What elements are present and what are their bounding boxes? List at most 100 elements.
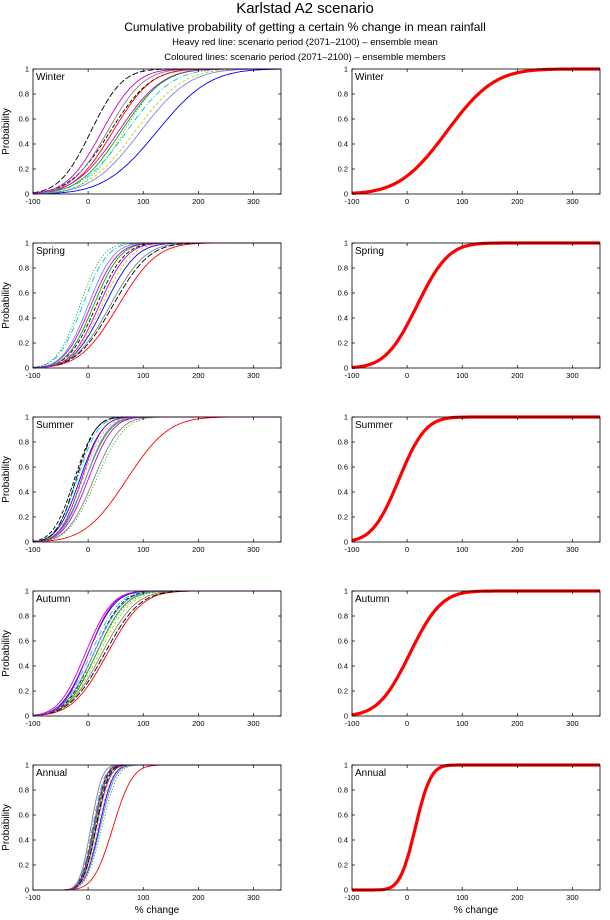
summer-members-series-line-11 — [33, 416, 281, 543]
annual-members-x-tick-label: 200 — [192, 893, 205, 902]
winter-mean-x-tick-label: -100 — [344, 197, 359, 206]
annual-members-y-tick-label: 1 — [25, 761, 29, 770]
winter-mean-x-tick-label: 100 — [456, 197, 469, 206]
annual-mean-y-tick-label: 0.2 — [338, 861, 348, 870]
autumn-members-plot-frame — [32, 590, 282, 717]
spring-members-series-line-8 — [32, 242, 281, 369]
summer-members-y-tick-label: 0.6 — [19, 463, 29, 472]
figure-subtitle: Cumulative probability of getting a cert… — [124, 20, 486, 34]
annual-mean-panel-label: Annual — [355, 768, 386, 779]
annual-members-series-line-6 — [33, 764, 281, 891]
winter-members-y-tick-label: 0 — [25, 190, 29, 199]
summer-members-series-line-6 — [33, 416, 281, 543]
autumn-members-y-tick-label: 0.4 — [19, 662, 29, 671]
summer-mean-y-tick-label: 1 — [344, 413, 348, 422]
autumn-mean-y-tick-label: 0.8 — [338, 612, 348, 621]
spring-mean-ensemble-mean-line — [351, 241, 600, 370]
autumn-mean-panel-label: Autumn — [355, 594, 389, 605]
annual-members-y-tick-label: 0.2 — [19, 861, 29, 870]
autumn-mean-x-tick-label: 300 — [566, 719, 579, 728]
summer-members-y-tick-label: 0.2 — [19, 513, 29, 522]
autumn-members-y-tick-label: 0.6 — [19, 637, 29, 646]
spring-members-x-tick-label: 300 — [247, 371, 260, 380]
spring-members-y-tick-label: 0.6 — [19, 289, 29, 298]
autumn-mean-x-tick-label: -100 — [344, 719, 359, 728]
winter-members-x-tick-label: -100 — [25, 197, 40, 206]
autumn-members-y-tick-label: 0.8 — [19, 612, 29, 621]
autumn-members-y-axis-label: Probability — [1, 630, 12, 677]
spring-mean-y-tick-label: 0 — [344, 364, 348, 373]
winter-mean-x-tick-label: 0 — [405, 197, 409, 206]
spring-members-series-line-10 — [32, 242, 281, 369]
summer-mean-y-tick-label: 0.8 — [338, 438, 348, 447]
spring-members-series-line-5 — [32, 242, 281, 368]
spring-members-series-line-7 — [33, 242, 281, 369]
summer-members-y-tick-label: 0 — [25, 538, 29, 547]
autumn-members-series-line-9 — [32, 590, 281, 716]
winter-members-y-tick-label: 0.8 — [19, 90, 29, 99]
annual-mean-y-tick-label: 0 — [344, 886, 348, 895]
annual-members-x-tick-label: 0 — [86, 893, 90, 902]
summer-mean-x-tick-label: 200 — [511, 545, 524, 554]
annual-mean-y-tick-label: 0.8 — [338, 786, 348, 795]
winter-members-x-tick-label: 300 — [247, 197, 260, 206]
annual-members-series-line-3 — [33, 764, 281, 891]
annual-members-y-tick-label: 0 — [25, 886, 29, 895]
summer-members-x-tick-label: 200 — [192, 545, 205, 554]
spring-members-series-line-2 — [32, 242, 281, 369]
spring-mean-y-tick-label: 0.6 — [338, 289, 348, 298]
summer-members-panel-label: Summer — [36, 420, 74, 431]
spring-mean-y-tick-label: 0.4 — [338, 314, 348, 323]
winter-members-y-axis-label: Probability — [1, 108, 12, 155]
spring-members-series-line-9 — [32, 242, 281, 369]
legend-note-ensemble-members: Coloured lines: scenario period (2071–21… — [164, 52, 446, 63]
winter-members-x-tick-label: 200 — [192, 197, 205, 206]
autumn-mean-y-tick-label: 0 — [344, 712, 348, 721]
spring-mean-panel-label: Spring — [355, 246, 384, 257]
spring-members-y-axis-label: Probability — [1, 282, 12, 329]
spring-mean-plot-frame — [351, 242, 601, 369]
winter-members-panel-label: Winter — [36, 72, 66, 83]
annual-members-x-tick-label: 100 — [137, 893, 150, 902]
winter-mean-panel-label: Winter — [355, 72, 385, 83]
summer-members-series-line-12 — [32, 416, 281, 543]
summer-members-x-tick-label: 0 — [86, 545, 90, 554]
winter-members-y-tick-label: 0.6 — [19, 115, 29, 124]
autumn-members-y-tick-label: 1 — [25, 587, 29, 596]
winter-mean-plot-frame — [351, 68, 601, 195]
spring-mean-y-tick-label: 1 — [344, 239, 348, 248]
summer-mean-x-tick-label: 100 — [456, 545, 469, 554]
winter-members-plot-frame — [32, 68, 282, 195]
spring-members-x-tick-label: 0 — [86, 371, 90, 380]
summer-members-series-line-1 — [32, 416, 281, 542]
summer-mean-x-tick-label: -100 — [344, 545, 359, 554]
summer-members-series-line-4 — [33, 416, 281, 543]
annual-mean-x-tick-label: 0 — [405, 893, 409, 902]
summer-members-x-tick-label: -100 — [25, 545, 40, 554]
spring-members-series-line-3 — [32, 242, 281, 369]
annual-members-y-tick-label: 0.4 — [19, 836, 29, 845]
summer-mean-y-tick-label: 0 — [344, 538, 348, 547]
spring-members-x-tick-label: 200 — [192, 371, 205, 380]
annual-members-series-line-8 — [33, 764, 281, 891]
winter-mean-y-tick-label: 0.2 — [338, 165, 348, 174]
annual-members-x-tick-label: -100 — [25, 893, 40, 902]
summer-members-series-line-7 — [32, 416, 281, 543]
summer-members-y-tick-label: 1 — [25, 413, 29, 422]
spring-members-x-tick-label: -100 — [25, 371, 40, 380]
spring-members-x-tick-label: 100 — [137, 371, 150, 380]
summer-members-series-line-8 — [32, 416, 281, 543]
autumn-mean-y-tick-label: 0.6 — [338, 637, 348, 646]
autumn-members-x-tick-label: 200 — [192, 719, 205, 728]
spring-mean-x-tick-label: 100 — [456, 371, 469, 380]
annual-members-y-tick-label: 0.6 — [19, 811, 29, 820]
annual-members-series-line-11 — [33, 764, 281, 891]
summer-members-x-tick-label: 300 — [247, 545, 260, 554]
autumn-members-x-tick-label: 0 — [86, 719, 90, 728]
autumn-mean-y-tick-label: 0.4 — [338, 662, 348, 671]
autumn-mean-y-tick-label: 1 — [344, 587, 348, 596]
winter-members-y-tick-label: 1 — [25, 65, 29, 74]
annual-members-series-line-4 — [33, 764, 281, 891]
spring-members-series-line-4 — [33, 242, 281, 369]
